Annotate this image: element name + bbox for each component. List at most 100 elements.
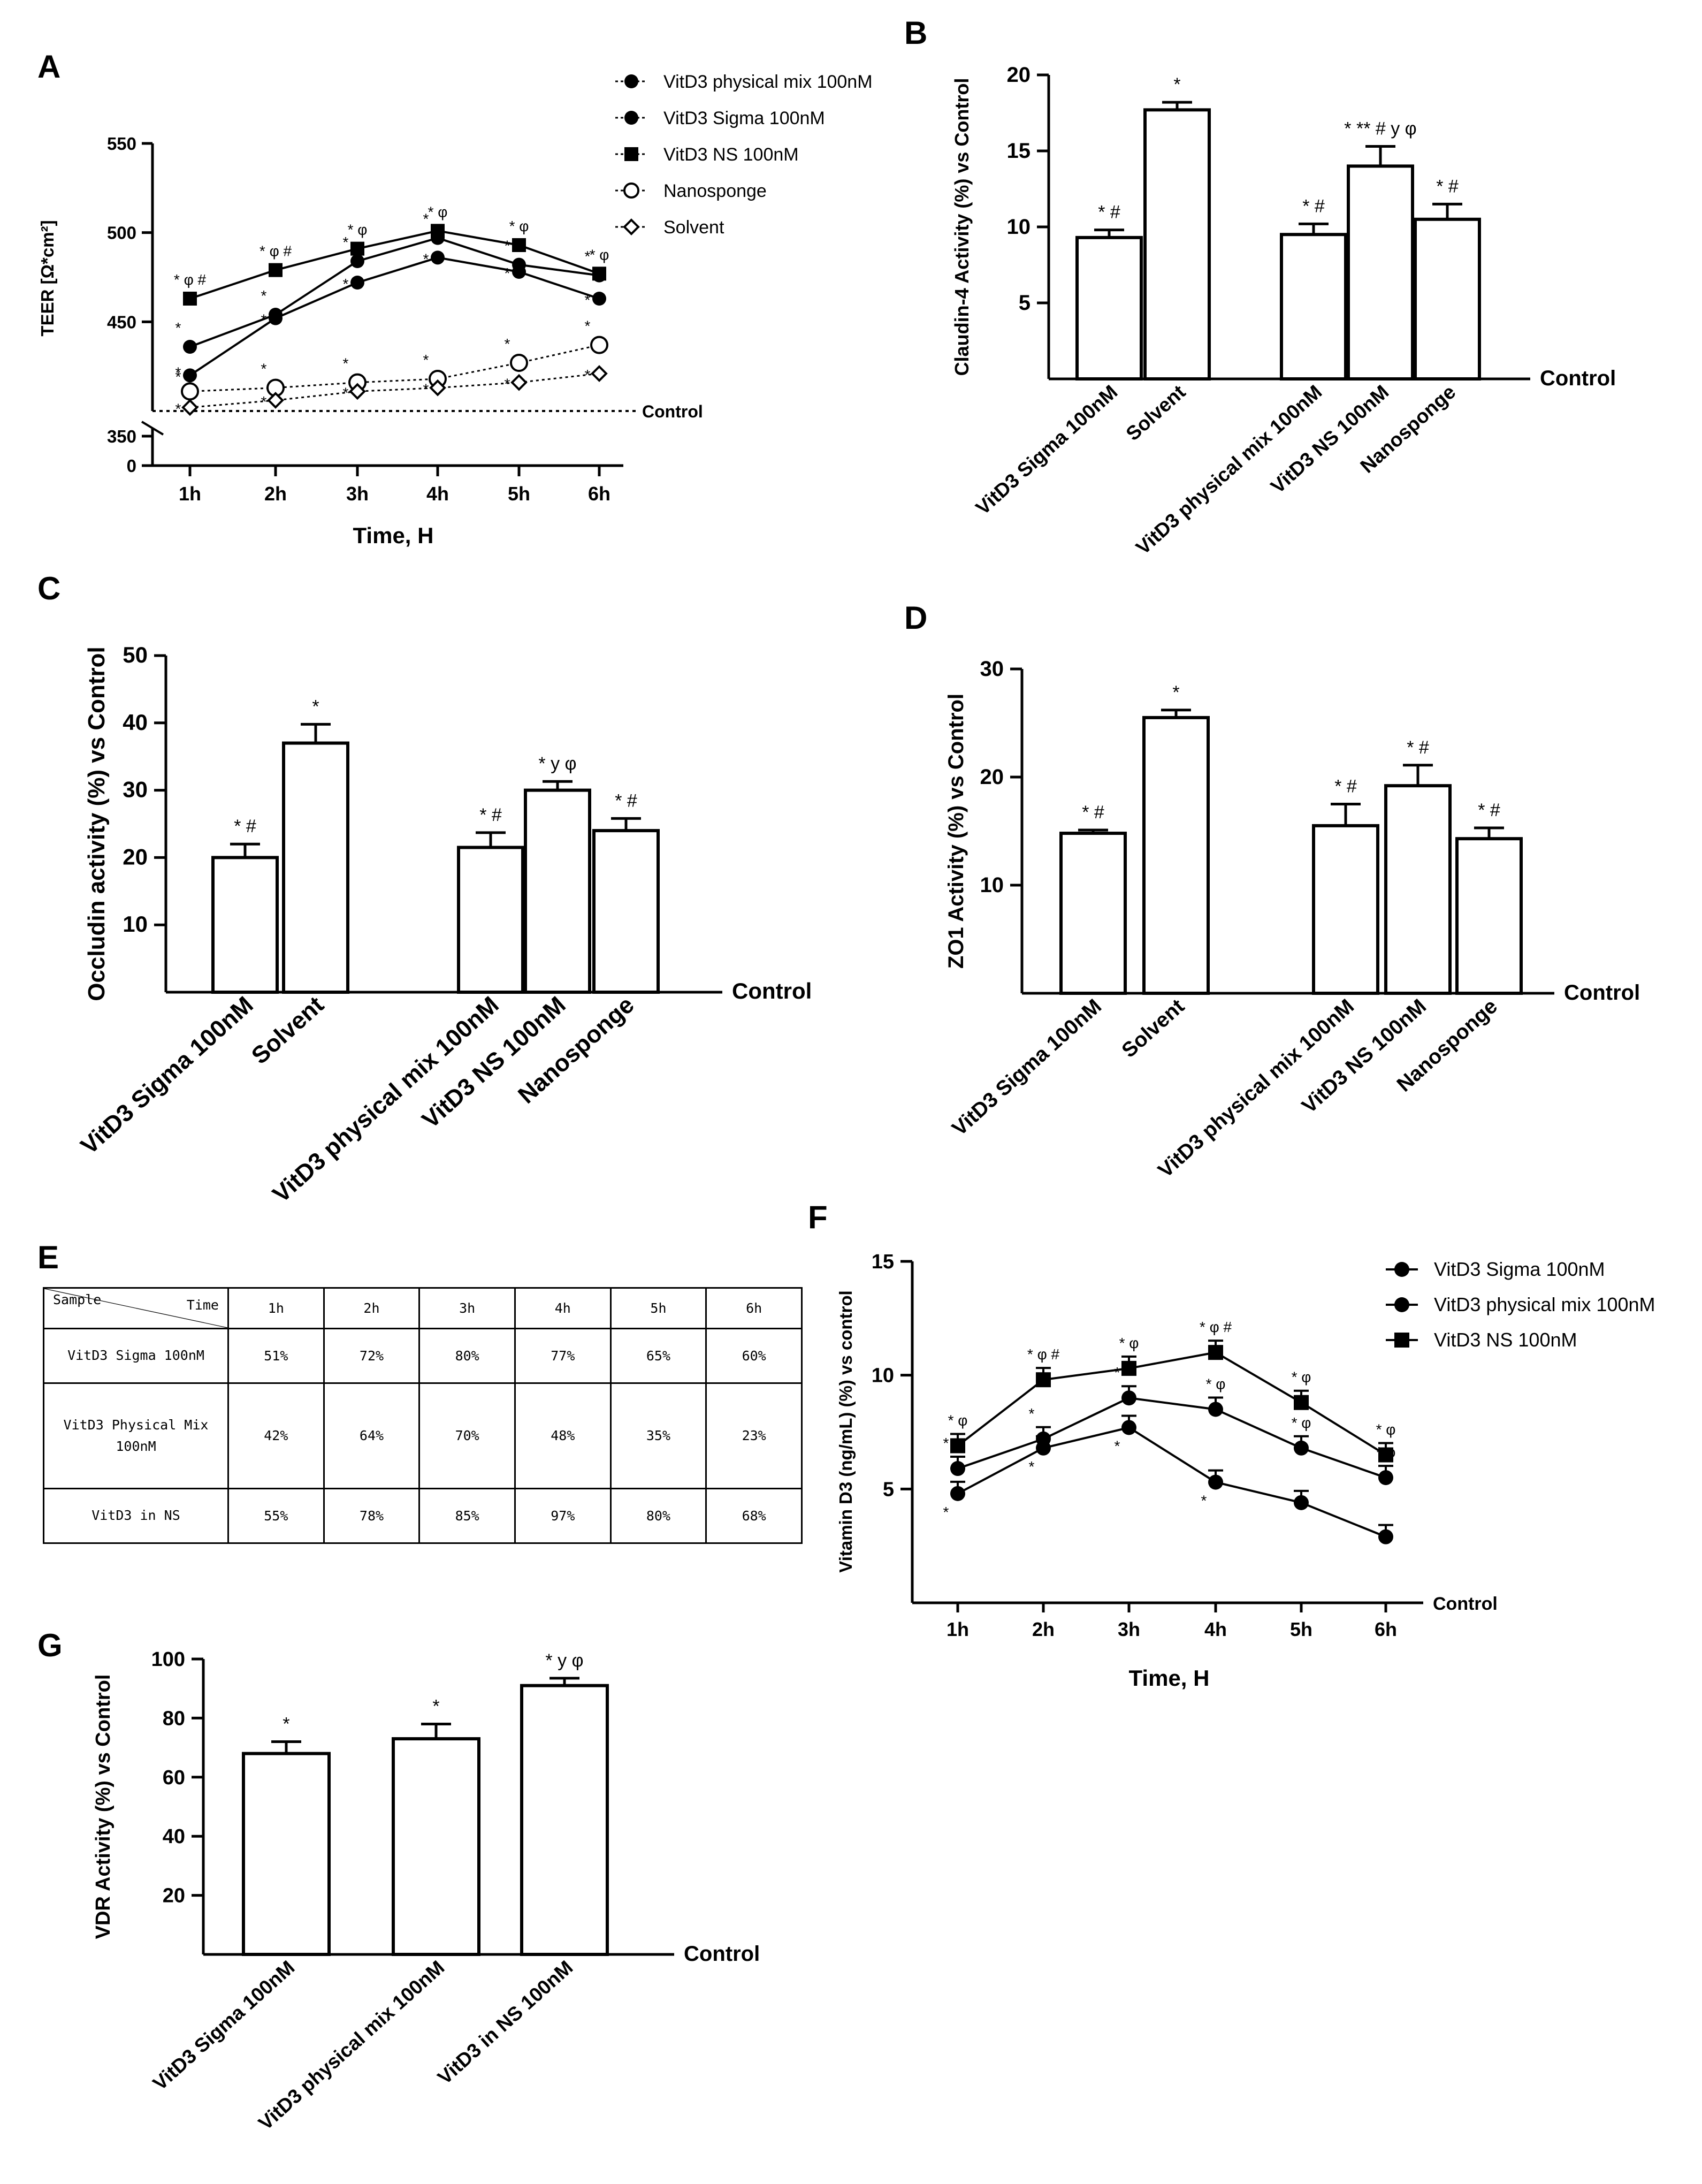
bar: [1142, 716, 1210, 995]
bar: [1455, 837, 1523, 995]
significance-label: * φ #: [260, 243, 292, 260]
table-cell: 60%: [705, 1327, 803, 1384]
significance-label: * φ: [1206, 1375, 1226, 1392]
x-category-label: VitD3 in NS 100nM: [433, 1956, 577, 2088]
x-category-label: Solvent: [1118, 995, 1189, 1062]
significance-label: *: [343, 355, 349, 372]
legend-marker: [623, 182, 639, 199]
table-cell: 72%: [323, 1327, 421, 1384]
table-column-header: 2h: [323, 1287, 421, 1329]
data-point: [950, 1461, 965, 1477]
significance-label: *: [505, 265, 510, 281]
table-cell: 80%: [418, 1327, 516, 1384]
panel-g-y-axis-label: VDR Activity (%) vs Control: [92, 1675, 115, 1939]
significance-label: * φ: [1119, 1335, 1139, 1351]
panel-d-y-axis-label: ZO1 Activity (%) vs Control: [944, 694, 968, 969]
significance-label: * #: [1436, 176, 1459, 196]
panel-g-y-tick-label: 20: [163, 1885, 185, 1907]
bar: [592, 829, 660, 994]
data-point: [592, 292, 606, 306]
bar: [211, 856, 279, 994]
panel-f-x-tick-label: 5h: [1290, 1618, 1312, 1640]
data-point: [1294, 1440, 1309, 1456]
corner-diagonal-line: [44, 1289, 227, 1328]
data-point: [267, 392, 284, 409]
panel-g-y-tick-label: 40: [163, 1825, 185, 1848]
data-point: [1294, 1395, 1309, 1410]
panel-a-x-tick-label: 2h: [264, 483, 287, 505]
legend-marker: [1394, 1262, 1409, 1277]
significance-label: * #: [234, 816, 256, 836]
significance-label: * #: [1302, 196, 1325, 216]
panel-f-y-tick-label: 5: [883, 1478, 894, 1501]
data-point: [350, 254, 364, 268]
data-point: [1121, 1360, 1136, 1376]
bar: [392, 1737, 480, 1957]
table-cell: 42%: [227, 1382, 325, 1489]
table-cell: 70%: [418, 1382, 516, 1489]
significance-label: *: [343, 276, 349, 292]
significance-label: *: [1115, 1364, 1120, 1381]
data-point: [1208, 1402, 1223, 1417]
x-category-label: Solvent: [1122, 381, 1190, 445]
series-line: [189, 237, 600, 348]
bar: [1312, 824, 1379, 995]
panel-b-y-axis-label: Claudin-4 Activity (%) vs Control: [951, 78, 973, 376]
panel-d-y-tick-label: 10: [980, 873, 1004, 897]
significance-label: * φ: [948, 1412, 968, 1429]
series-line: [189, 344, 600, 392]
bar: [242, 1752, 331, 1956]
x-category-label: VitD3 NS 100nM: [1266, 381, 1393, 498]
data-point: [950, 1438, 965, 1454]
data-point: [350, 241, 364, 256]
legend-label: VitD3 Sigma 100nM: [663, 108, 825, 128]
bar: [524, 788, 591, 994]
series-line: [957, 1426, 1386, 1538]
panel-a-y-axis-label: TEER [Ω*cm²]: [37, 220, 57, 336]
data-point: [1378, 1529, 1393, 1544]
significance-label: *: [423, 211, 429, 227]
table-row-label: VitD3 in NS: [43, 1487, 229, 1544]
significance-label: *: [1201, 1493, 1207, 1509]
table-cell: 65%: [609, 1327, 707, 1384]
panel-f-control-label: Control: [1433, 1594, 1498, 1614]
panel-a-y-tick-label: 0: [127, 456, 136, 476]
bar: [282, 741, 349, 994]
series-line: [189, 372, 600, 408]
significance-label: *: [585, 292, 591, 308]
x-category-label: VitD3 Sigma 100nM: [948, 995, 1106, 1140]
table-row: VitD3 in NS 55% 78% 85% 97% 80% 68%: [43, 1487, 803, 1544]
significance-label: *: [585, 318, 591, 334]
data-point: [1121, 1390, 1136, 1406]
significance-label: *: [175, 319, 181, 336]
significance-label: * #: [1334, 777, 1357, 797]
panel-d-y-tick-label: 20: [980, 765, 1004, 789]
table-column-header: 5h: [609, 1287, 707, 1329]
panel-f-y-axis-label: Vitamin D3 (ng/mL) (%) vs control: [836, 1290, 856, 1572]
legend-marker: [624, 74, 638, 88]
bar: [520, 1684, 609, 1956]
significance-label: *: [423, 381, 429, 398]
legend-label: VitD3 physical mix 100nM: [663, 72, 873, 92]
panel-label-f: F: [808, 1199, 828, 1235]
table-cell: 68%: [705, 1487, 803, 1544]
significance-label: * #: [615, 790, 637, 811]
bar: [1384, 784, 1452, 995]
table-cell: 23%: [705, 1382, 803, 1489]
significance-label: * #: [1478, 800, 1500, 820]
bar: [1347, 164, 1414, 381]
panel-a-x-axis-label: Time, H: [353, 523, 434, 548]
panel-a-y-tick-label: 350: [107, 427, 136, 446]
significance-label: *: [343, 384, 349, 401]
panel-a-x-tick-label: 4h: [426, 483, 449, 505]
significance-label: * φ: [1376, 1421, 1396, 1438]
significance-label: *: [1173, 74, 1180, 95]
table-column-header: 4h: [514, 1287, 612, 1329]
legend-marker: [623, 218, 640, 235]
corner-time-label: Time: [186, 1297, 219, 1313]
data-point: [510, 374, 528, 391]
panel-c-y-tick-label: 30: [123, 777, 148, 802]
panel-label-b: B: [904, 15, 927, 51]
bar: [1414, 217, 1481, 381]
table-cell: 97%: [514, 1487, 612, 1544]
